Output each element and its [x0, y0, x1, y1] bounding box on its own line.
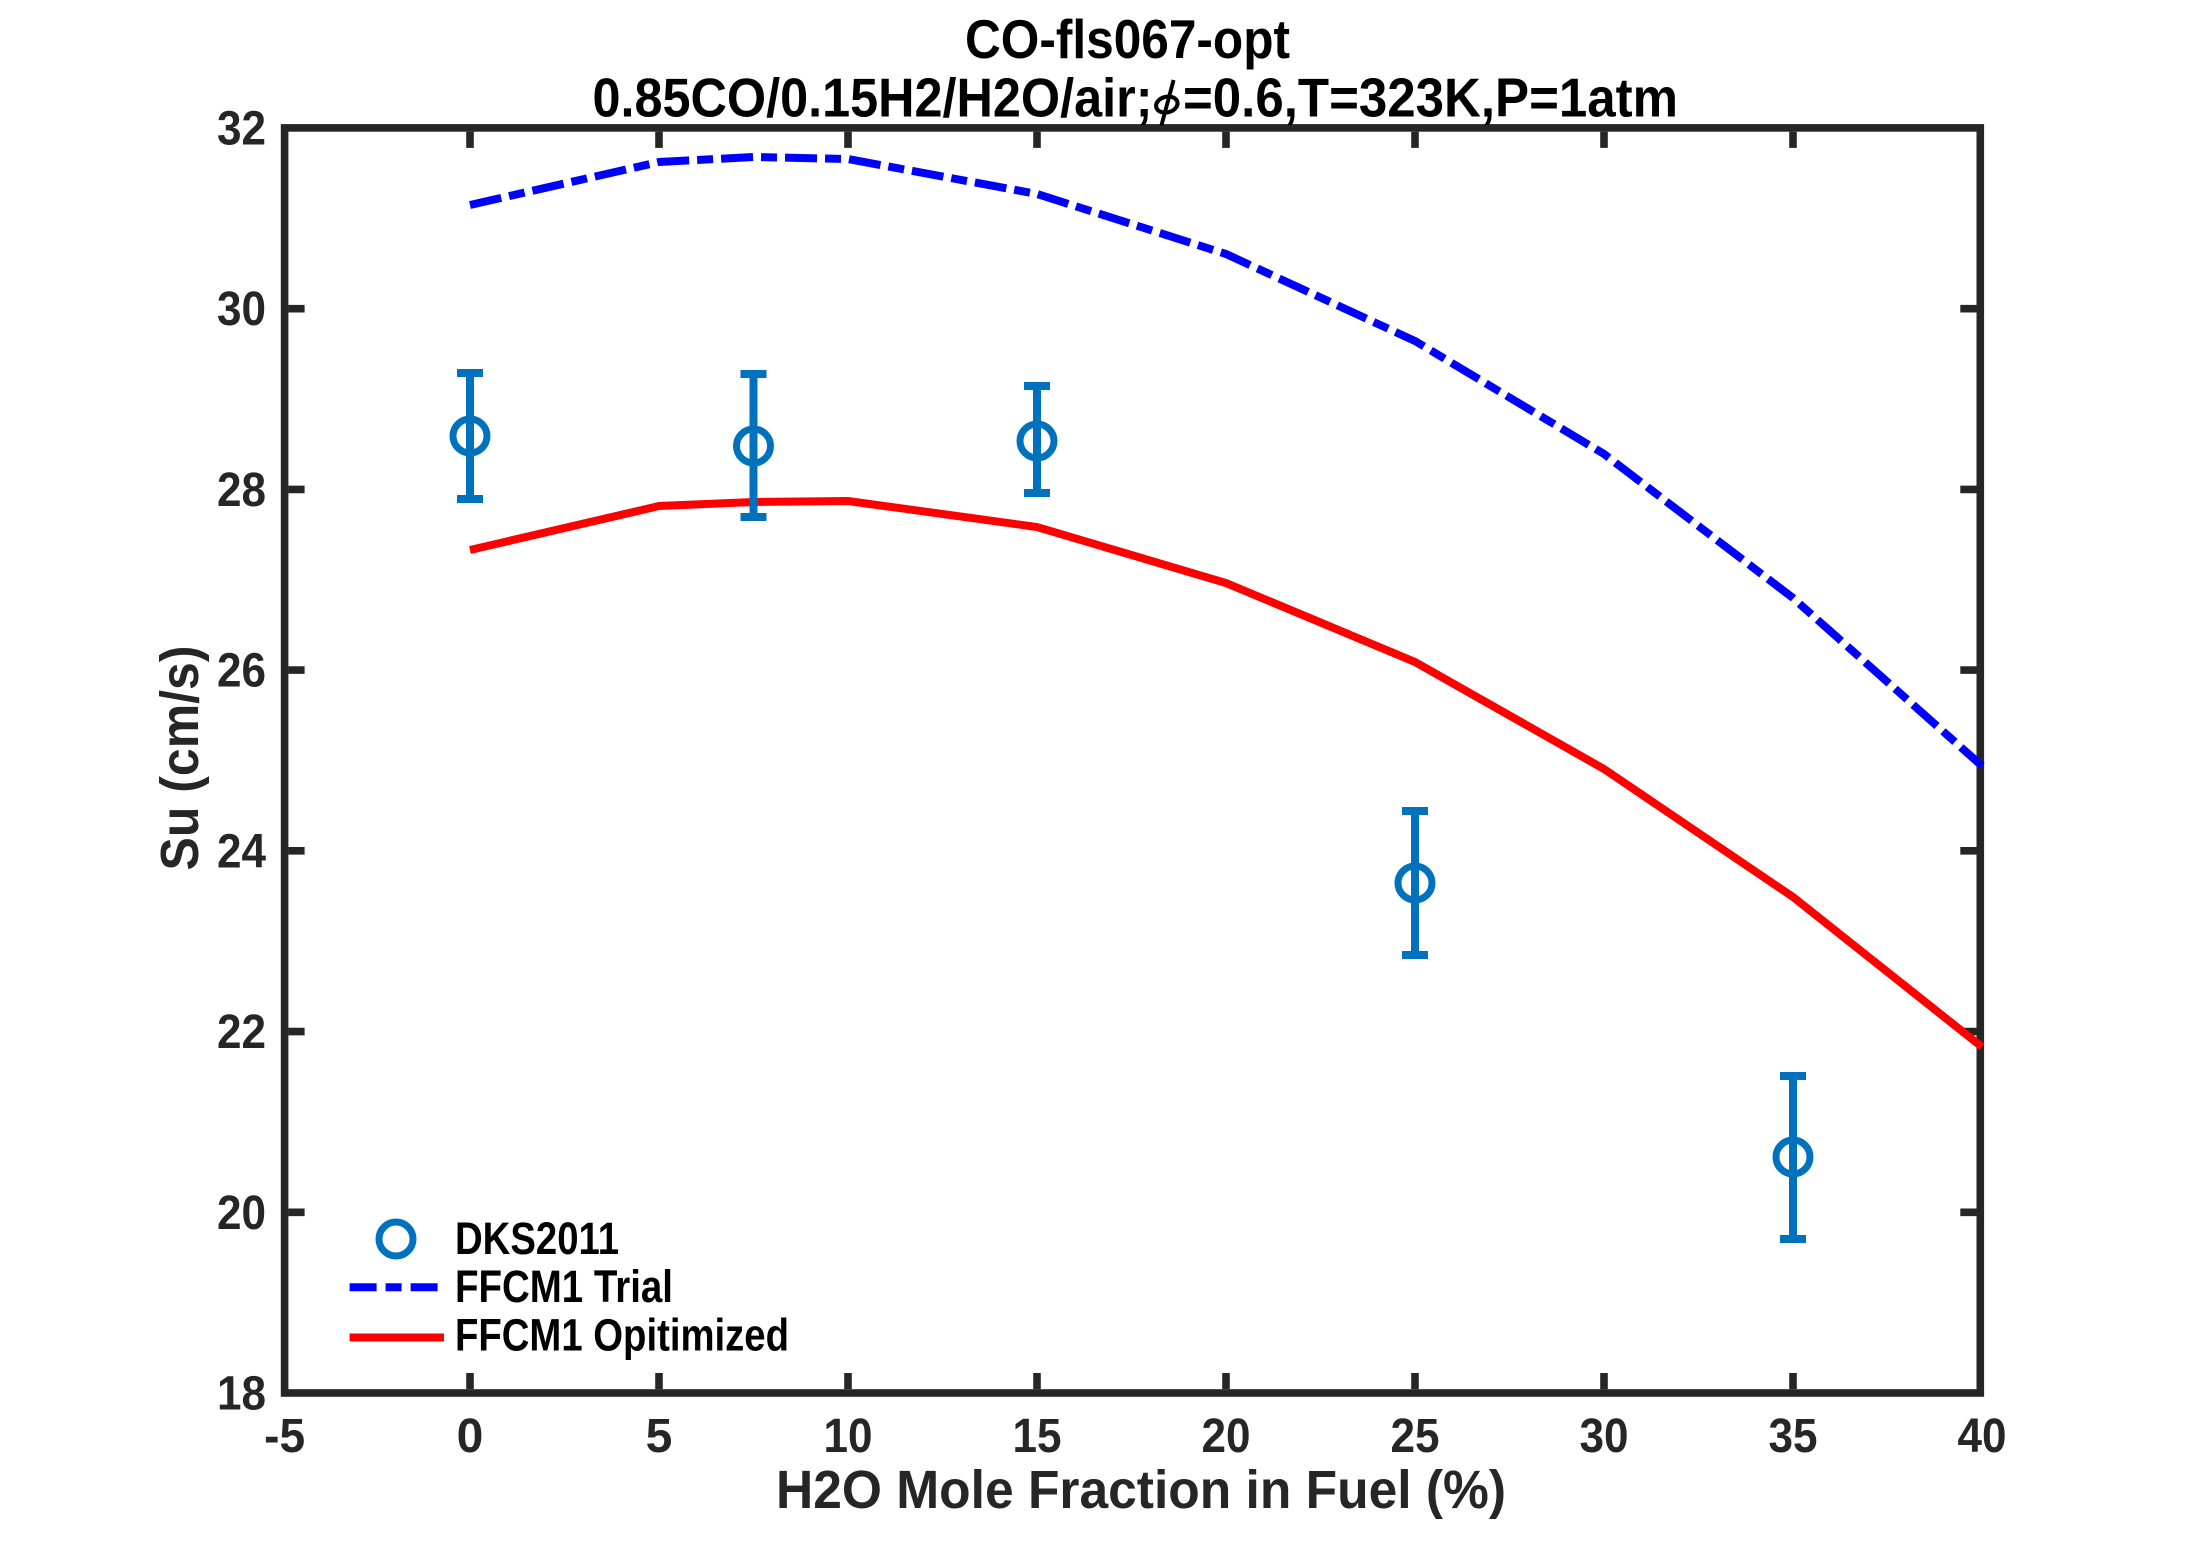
- svg-text:Su (cm/s): Su (cm/s): [150, 646, 210, 871]
- svg-text:22: 22: [217, 1006, 266, 1059]
- svg-text:-5: -5: [264, 1410, 305, 1463]
- svg-text:CO-fls067-opt: CO-fls067-opt: [965, 8, 1290, 70]
- svg-text:26: 26: [217, 645, 266, 698]
- svg-text:32: 32: [217, 103, 266, 156]
- svg-text:20: 20: [217, 1187, 266, 1240]
- svg-text:28: 28: [217, 464, 266, 517]
- svg-text:35: 35: [1769, 1410, 1818, 1463]
- svg-text:0.85CO/0.15H2/H2O/air;: 0.85CO/0.15H2/H2O/air;: [593, 67, 1153, 129]
- svg-text:24: 24: [217, 825, 266, 878]
- svg-text:10: 10: [824, 1410, 873, 1463]
- svg-text:40: 40: [1958, 1410, 2007, 1463]
- svg-text:5: 5: [646, 1410, 673, 1463]
- svg-text:DKS2011: DKS2011: [455, 1213, 619, 1264]
- svg-text:30: 30: [1580, 1410, 1629, 1463]
- svg-text:15: 15: [1013, 1410, 1062, 1463]
- svg-text:18: 18: [217, 1368, 266, 1421]
- svg-text:0: 0: [457, 1410, 484, 1463]
- svg-text:H2O Mole Fraction in Fuel (%): H2O Mole Fraction in Fuel (%): [776, 1460, 1506, 1520]
- svg-text:20: 20: [1202, 1410, 1251, 1463]
- svg-text:25: 25: [1391, 1410, 1440, 1463]
- svg-text:FFCM1 Opitimized: FFCM1 Opitimized: [455, 1310, 789, 1361]
- svg-text:30: 30: [217, 283, 266, 336]
- svg-text:FFCM1 Trial: FFCM1 Trial: [455, 1261, 673, 1312]
- svg-text:=0.6,T=323K,P=1atm: =0.6,T=323K,P=1atm: [1183, 67, 1678, 129]
